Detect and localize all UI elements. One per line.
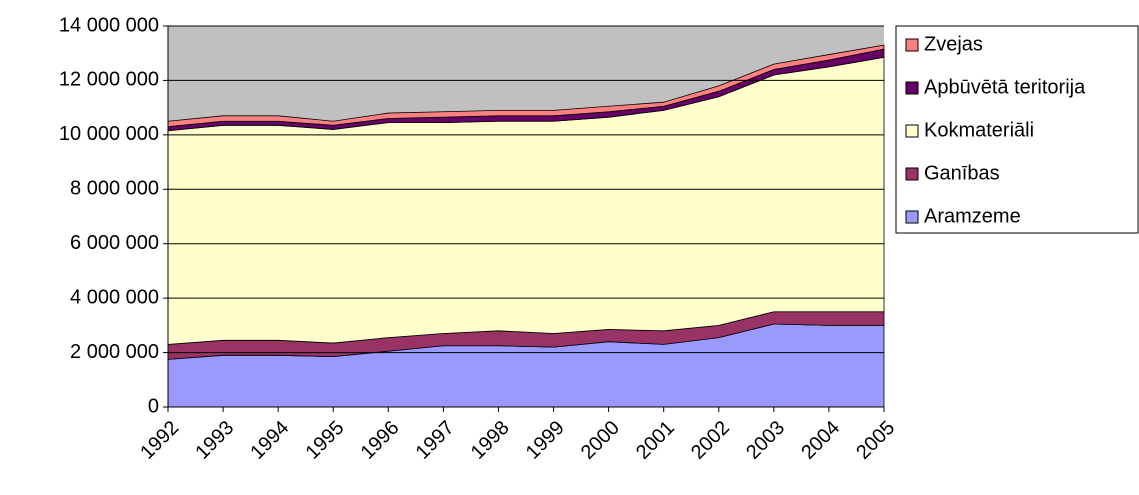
legend-swatch (905, 81, 919, 95)
legend-label: Ganības (924, 162, 1000, 184)
legend-swatch (905, 210, 919, 224)
y-tick-label: 6 000 000 (70, 232, 159, 254)
x-tick-label: 2003 (742, 417, 789, 464)
x-tick-label: 2004 (797, 417, 844, 464)
x-tick-label: 2001 (632, 417, 679, 464)
x-tick-label: 1996 (357, 417, 404, 464)
area (167, 44, 885, 128)
x-tick-label: 1999 (522, 417, 569, 464)
x-tick-label: 1997 (412, 417, 459, 464)
x-tick-label: 2005 (852, 417, 899, 464)
y-tick-label: 14 000 000 (59, 14, 159, 36)
legend-swatch (905, 167, 919, 181)
x-tick-label: 1998 (467, 417, 514, 464)
x-tick-label: 1993 (191, 417, 238, 464)
y-tick-label: 0 (148, 395, 159, 417)
x-tick-label: 2002 (687, 417, 734, 464)
legend-label: Apbūvētā teritorija (924, 76, 1086, 98)
legend-swatch (905, 124, 919, 138)
y-tick-label: 10 000 000 (59, 123, 159, 145)
legend (895, 25, 1139, 234)
legend-label: Aramzeme (924, 205, 1021, 227)
x-tick-label: 1994 (246, 417, 293, 464)
x-tick-label: 2000 (577, 417, 624, 464)
y-tick-label: 2 000 000 (70, 341, 159, 363)
legend-swatch (905, 38, 919, 52)
legend-label: Kokmateriāli (924, 119, 1034, 141)
y-tick-label: 8 000 000 (70, 178, 159, 200)
x-tick-label: 1992 (136, 417, 183, 464)
y-tick-label: 12 000 000 (59, 69, 159, 91)
x-tick-label: 1995 (301, 417, 348, 464)
y-tick-label: 4 000 000 (70, 286, 159, 308)
legend-label: Zvejas (924, 33, 983, 55)
